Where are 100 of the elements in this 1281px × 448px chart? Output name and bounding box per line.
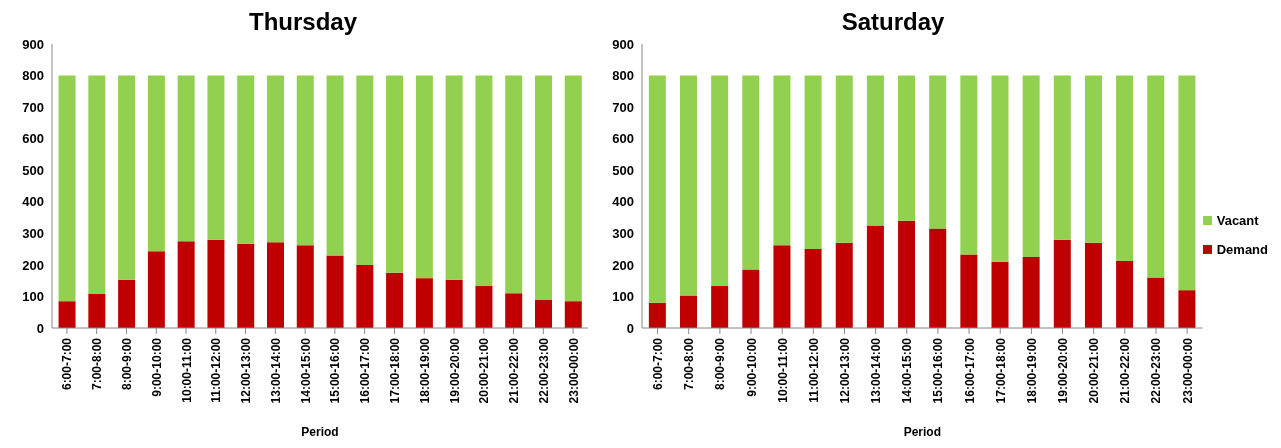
x-tick-label: 8:00-9:00 — [713, 337, 728, 391]
y-tick-label: 200 — [612, 257, 634, 273]
x-tick-label: 12:00-13:00 — [838, 337, 852, 404]
legend-label: Demand — [1216, 242, 1268, 257]
bar — [773, 245, 791, 328]
bar — [1022, 257, 1040, 328]
x-tick-label: 13:00-14:00 — [869, 337, 884, 404]
y-tick-label: 500 — [612, 162, 634, 178]
bar — [835, 242, 853, 328]
y-tick-label: 400 — [22, 194, 44, 210]
y-tick-label: 0 — [36, 320, 44, 336]
y-tick-label: 900 — [612, 36, 634, 52]
x-tick-label: 7:00-8:00 — [90, 337, 105, 391]
bar — [898, 75, 916, 221]
y-tick-label: 600 — [22, 131, 44, 147]
y-tick-label: 0 — [626, 320, 634, 336]
bar — [1116, 261, 1134, 328]
bar — [415, 278, 433, 328]
x-tick-label: 14:00-15:00 — [900, 337, 915, 404]
y-tick-label: 900 — [22, 36, 44, 52]
x-tick-label: 12:00-13:00 — [239, 337, 254, 404]
x-tick-label: 17:00-18:00 — [993, 337, 1008, 404]
x-tick-label: 23:00-00:00 — [566, 337, 581, 404]
y-tick-label: 300 — [612, 225, 634, 241]
x-tick-label: 6:00-7:00 — [60, 337, 75, 391]
bar — [564, 301, 582, 328]
bar — [535, 299, 552, 328]
bar — [58, 75, 76, 302]
x-tick-label: 16:00-17:00 — [358, 337, 373, 404]
bar — [88, 293, 106, 328]
x-axis-title: Period — [301, 425, 339, 439]
bar — [804, 249, 822, 328]
bar — [445, 75, 463, 280]
x-tick-label: 21:00-22:00 — [1118, 337, 1133, 404]
x-tick-label: 14:00-15:00 — [298, 337, 313, 404]
y-tick-label: 800 — [612, 68, 634, 84]
bar — [505, 293, 523, 328]
bar — [564, 75, 582, 302]
x-tick-label: 10:00-11:00 — [179, 337, 194, 403]
x-tick-label: 20:00-21:00 — [1087, 337, 1102, 404]
x-axis-title: Period — [903, 425, 942, 439]
x-tick-label: 22:00-23:00 — [536, 337, 551, 404]
bar — [742, 75, 760, 270]
bar — [326, 255, 344, 328]
bar — [535, 75, 552, 300]
x-tick-label: 23:00-00:00 — [1180, 337, 1195, 404]
x-tick-label: 21:00-22:00 — [507, 337, 522, 404]
y-tick-label: 600 — [612, 131, 634, 147]
bar — [118, 279, 136, 328]
bar — [356, 75, 374, 265]
bar — [866, 225, 884, 328]
bar — [207, 75, 225, 240]
bar — [1084, 242, 1102, 328]
bar — [267, 242, 284, 328]
y-tick-label: 100 — [22, 289, 44, 305]
x-tick-label: 16:00-17:00 — [962, 337, 977, 404]
x-tick-label: 9:00-10:00 — [744, 337, 759, 397]
bar — [711, 286, 729, 328]
bar — [1147, 277, 1165, 328]
bar — [296, 75, 314, 246]
bar — [118, 75, 136, 280]
x-tick-label: 9:00-10:00 — [149, 337, 164, 397]
bar — [147, 75, 165, 252]
bar — [648, 302, 666, 328]
x-tick-label: 15:00-16:00 — [328, 337, 343, 404]
bar — [296, 245, 314, 328]
bar — [1053, 75, 1071, 240]
x-tick-label: 19:00-20:00 — [447, 337, 462, 404]
x-tick-label: 13:00-14:00 — [268, 337, 283, 404]
bar — [386, 75, 404, 273]
bar — [680, 295, 697, 328]
bar — [237, 243, 255, 328]
x-tick-label: 11:00-12:00 — [806, 337, 821, 403]
bar — [648, 75, 666, 303]
bar — [1053, 239, 1071, 328]
x-tick-label: 20:00-21:00 — [477, 337, 492, 404]
bar — [960, 254, 978, 328]
x-tick-label: 15:00-16:00 — [931, 337, 946, 404]
bar — [147, 251, 165, 328]
bar — [929, 75, 947, 229]
x-tick-label: 6:00-7:00 — [651, 337, 666, 391]
bar — [960, 75, 978, 255]
bar — [835, 75, 853, 243]
bar — [929, 228, 947, 328]
bar — [898, 220, 916, 328]
y-tick-label: 700 — [22, 99, 44, 115]
bar — [177, 75, 195, 242]
bar — [1178, 75, 1196, 291]
x-tick-label: 8:00-9:00 — [119, 337, 134, 391]
bar — [1178, 290, 1196, 328]
legend-label: Vacant — [1216, 213, 1259, 228]
x-tick-label: 22:00-23:00 — [1149, 337, 1164, 404]
bar — [88, 75, 106, 294]
bar — [475, 75, 493, 287]
bar — [866, 75, 884, 226]
bar — [415, 75, 433, 279]
x-tick-label: 11:00-12:00 — [209, 337, 224, 403]
x-tick-label: 19:00-20:00 — [1056, 337, 1071, 404]
bar — [1116, 75, 1134, 262]
y-tick-label: 200 — [22, 257, 44, 273]
